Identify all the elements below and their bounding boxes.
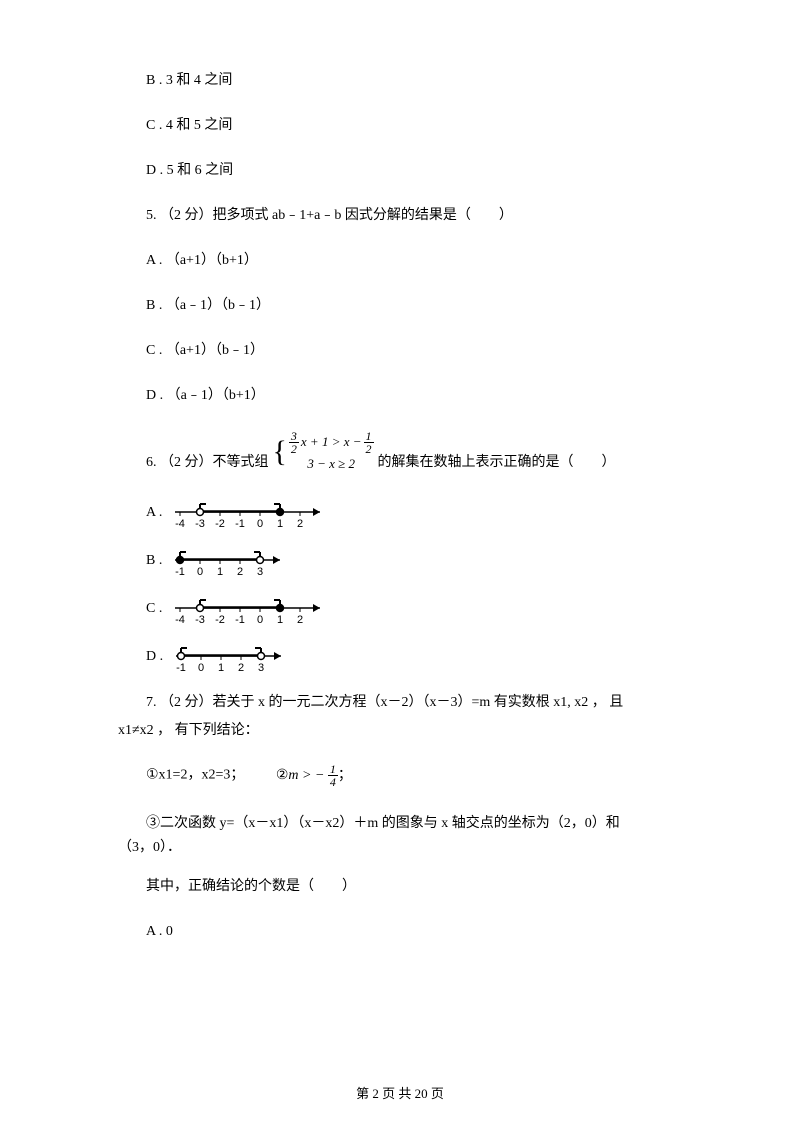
svg-text:-1: -1: [235, 614, 245, 625]
q6-option-a-label: A .: [146, 505, 162, 521]
svg-text:-1: -1: [235, 518, 245, 529]
svg-text:3: 3: [258, 662, 264, 673]
svg-text:2: 2: [238, 662, 244, 673]
q7-option-a: A . 0: [90, 921, 710, 942]
svg-text:-1: -1: [175, 566, 185, 577]
page-footer: 第 2 页 共 20 页: [0, 1083, 800, 1102]
svg-text:-2: -2: [215, 518, 225, 529]
q7-stmt3-line2: （3，0）．: [90, 836, 710, 856]
q4-option-c: C . 4 和 5 之间: [90, 115, 710, 136]
number-line-b: -1 0 1 2 3: [170, 545, 310, 577]
q7-stmt3-line1: ③二次函数 y=（x－x1）（x－x2）＋m 的图象与 x 轴交点的坐标为（2，…: [90, 812, 710, 832]
number-line-d: -1 0 1 2 3: [171, 641, 311, 673]
svg-text:-4: -4: [175, 614, 185, 625]
q7-stmt1: ①x1=2，x2=3；: [146, 768, 244, 783]
svg-text:1: 1: [277, 518, 283, 529]
q6-option-b-label: B .: [146, 553, 162, 569]
svg-text:-3: -3: [195, 614, 205, 625]
q7-question: 其中，正确结论的个数是（ ）: [90, 876, 710, 897]
svg-text:0: 0: [198, 662, 204, 673]
q4-option-b: B . 3 和 4 之间: [90, 70, 710, 91]
q6-prefix: 6. （2 分）不等式组: [146, 452, 269, 473]
q6-suffix: 的解集在数轴上表示正确的是（ ）: [378, 452, 616, 473]
svg-text:2: 2: [297, 614, 303, 625]
svg-text:0: 0: [257, 614, 263, 625]
q5-option-b: B . （a﹣1）（b﹣1）: [90, 295, 710, 316]
q7-line1: 7. （2 分）若关于 x 的一元二次方程（x－2）（x－3）=m 有实数根 x…: [90, 689, 710, 717]
q6-option-c-label: C .: [146, 601, 162, 617]
q6-stem: 6. （2 分）不等式组 { 32 x + 1 > x − 12 3 − x ≥…: [90, 430, 710, 473]
q5-option-c: C . （a+1）（b﹣1）: [90, 340, 710, 361]
svg-text:-3: -3: [195, 518, 205, 529]
q7-line2: x1≠x2 ， 有下列结论：: [90, 717, 710, 745]
svg-text:-2: -2: [215, 614, 225, 625]
q6-option-b: B . -1 0 1 2 3: [90, 545, 710, 577]
number-line-a: -4 -3 -2 -1 0 1 2: [170, 497, 340, 529]
svg-text:0: 0: [257, 518, 263, 529]
q6-option-d-label: D .: [146, 649, 163, 665]
svg-text:2: 2: [237, 566, 243, 577]
svg-text:0: 0: [197, 566, 203, 577]
svg-text:1: 1: [217, 566, 223, 577]
svg-text:1: 1: [218, 662, 224, 673]
svg-text:3: 3: [257, 566, 263, 577]
q7-stmt2: ②m > − 14；: [276, 768, 352, 783]
svg-text:-1: -1: [176, 662, 186, 673]
q5-option-a: A . （a+1）（b+1）: [90, 250, 710, 271]
svg-text:1: 1: [277, 614, 283, 625]
q4-option-d: D . 5 和 6 之间: [90, 160, 710, 181]
svg-text:-4: -4: [175, 518, 185, 529]
number-line-c: -4 -3 -2 -1 0 1 2: [170, 593, 340, 625]
q6-option-a: A . -4 -3 -2 -1 0 1 2: [90, 497, 710, 529]
q6-option-d: D . -1 0 1 2 3: [90, 641, 710, 673]
q7-statement-1-2: ①x1=2，x2=3； ②m > − 14；: [90, 763, 710, 788]
q5-option-d: D . （a﹣1）（b+1）: [90, 385, 710, 406]
q6-inequality-system: { 32 x + 1 > x − 12 3 − x ≥ 2: [273, 430, 374, 473]
q5-stem: 5. （2 分）把多项式 ab﹣1+a﹣b 因式分解的结果是（ ）: [90, 205, 710, 226]
q6-option-c: C . -4 -3 -2 -1 0 1 2: [90, 593, 710, 625]
svg-text:2: 2: [297, 518, 303, 529]
